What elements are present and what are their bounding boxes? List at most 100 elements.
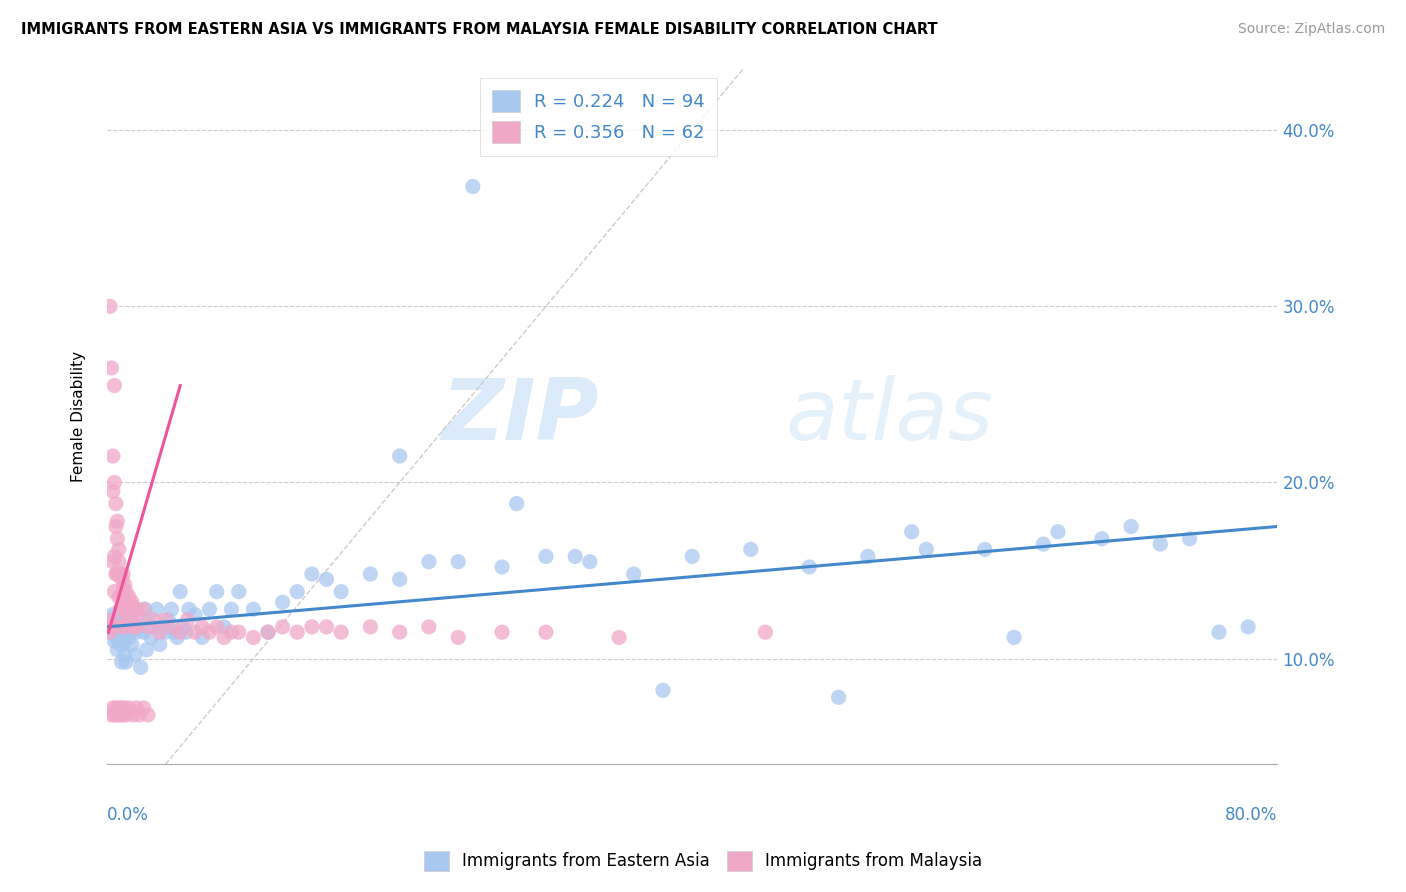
Point — [110, 602, 132, 616]
Point — [115, 602, 138, 616]
Point — [111, 620, 134, 634]
Point — [104, 497, 127, 511]
Point — [149, 625, 172, 640]
Point — [129, 660, 152, 674]
Point — [128, 708, 150, 723]
Point — [104, 701, 127, 715]
Point — [122, 708, 145, 723]
Point — [118, 631, 141, 645]
Point — [155, 625, 177, 640]
Point — [142, 613, 165, 627]
Point — [103, 549, 125, 564]
Point — [1178, 532, 1201, 546]
Point — [1091, 532, 1114, 546]
Legend: R = 0.224   N = 94, R = 0.356   N = 62: R = 0.224 N = 94, R = 0.356 N = 62 — [479, 78, 717, 156]
Point — [149, 638, 172, 652]
Text: atlas: atlas — [786, 375, 994, 458]
Point — [184, 625, 207, 640]
Point — [177, 602, 200, 616]
Point — [418, 620, 440, 634]
Point — [915, 542, 938, 557]
Point — [242, 602, 264, 616]
Point — [330, 584, 353, 599]
Point — [125, 701, 148, 715]
Point — [1149, 537, 1171, 551]
Text: Source: ZipAtlas.com: Source: ZipAtlas.com — [1237, 22, 1385, 37]
Point — [900, 524, 922, 539]
Point — [122, 620, 145, 634]
Point — [191, 620, 214, 634]
Point — [169, 584, 191, 599]
Point — [330, 625, 353, 640]
Point — [1032, 537, 1054, 551]
Point — [105, 607, 128, 622]
Point — [257, 625, 280, 640]
Point — [105, 642, 128, 657]
Point — [142, 620, 165, 634]
Point — [1002, 631, 1025, 645]
Point — [973, 542, 995, 557]
Point — [221, 625, 243, 640]
Point — [111, 572, 134, 586]
Point — [111, 590, 134, 604]
Point — [98, 616, 121, 631]
Point — [110, 708, 132, 723]
Point — [271, 620, 294, 634]
Point — [205, 620, 228, 634]
Point — [134, 602, 156, 616]
Point — [112, 613, 135, 627]
Point — [110, 602, 132, 616]
Point — [101, 449, 124, 463]
Point — [98, 299, 121, 313]
Point — [120, 613, 142, 627]
Point — [579, 555, 602, 569]
Point — [136, 708, 159, 723]
Point — [1237, 620, 1260, 634]
Point — [105, 532, 128, 546]
Point — [136, 620, 159, 634]
Point — [856, 549, 879, 564]
Point — [112, 602, 135, 616]
Point — [827, 690, 849, 705]
Point — [388, 572, 411, 586]
Point — [124, 648, 146, 662]
Point — [184, 607, 207, 622]
Point — [118, 602, 141, 616]
Text: 80.0%: 80.0% — [1225, 806, 1278, 824]
Point — [105, 514, 128, 528]
Point — [110, 567, 132, 582]
Point — [118, 602, 141, 616]
Point — [104, 616, 127, 631]
Point — [107, 590, 129, 604]
Point — [114, 625, 136, 640]
Point — [107, 701, 129, 715]
Point — [388, 625, 411, 640]
Point — [100, 708, 122, 723]
Point — [166, 631, 188, 645]
Point — [799, 560, 821, 574]
Point — [107, 629, 129, 643]
Point — [100, 613, 122, 627]
Point — [101, 607, 124, 622]
Point — [607, 631, 630, 645]
Point — [623, 567, 645, 582]
Point — [112, 638, 135, 652]
Point — [121, 599, 143, 613]
Point — [111, 701, 134, 715]
Point — [740, 542, 762, 557]
Point — [1208, 625, 1230, 640]
Point — [228, 584, 250, 599]
Point — [118, 590, 141, 604]
Point — [174, 625, 197, 640]
Point — [191, 631, 214, 645]
Point — [505, 497, 527, 511]
Point — [198, 602, 221, 616]
Point — [754, 625, 776, 640]
Point — [447, 631, 470, 645]
Point — [125, 620, 148, 634]
Point — [114, 620, 136, 634]
Point — [103, 620, 125, 634]
Point — [101, 484, 124, 499]
Point — [136, 613, 159, 627]
Point — [120, 625, 142, 640]
